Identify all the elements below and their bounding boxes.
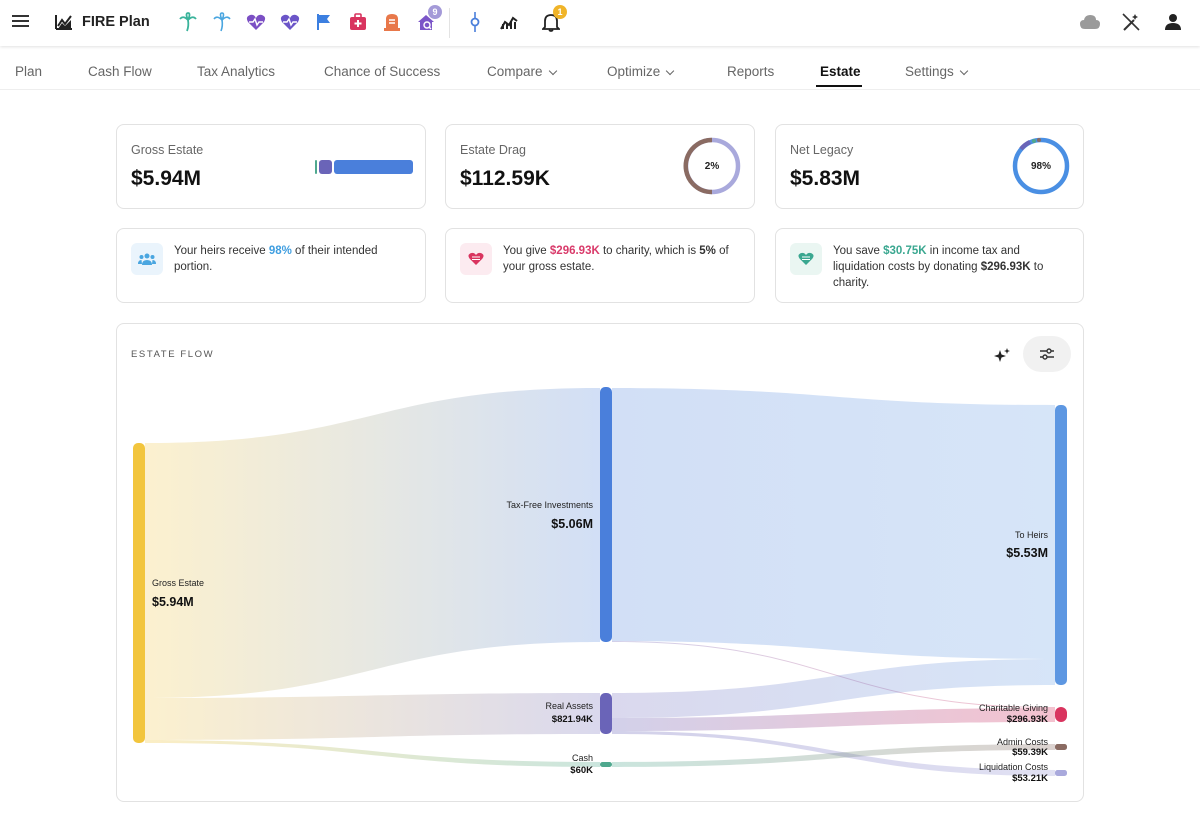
- link-real-heirs: [612, 659, 1055, 718]
- tab-optimize[interactable]: Optimize: [607, 64, 675, 79]
- estate-flow-title: ESTATE FLOW: [131, 349, 215, 360]
- toolbar-divider: [449, 8, 450, 38]
- sliders-icon: [1040, 348, 1054, 360]
- link-cash-admin: [612, 744, 1055, 767]
- heart-hands-icon: [460, 243, 492, 275]
- node-label-to-heirs: To Heirs: [1014, 530, 1048, 540]
- cloud-icon[interactable]: [1079, 11, 1101, 33]
- stat-value: $5.94M: [131, 167, 202, 190]
- node-real-assets: [600, 693, 612, 734]
- heirs-info-card: Your heirs receive 98% of their intended…: [116, 228, 426, 303]
- main-tabs: Plan Cash Flow Tax Analytics Chance of S…: [0, 46, 1200, 90]
- tab-settings[interactable]: Settings: [905, 64, 969, 79]
- node-value-to-heirs: $5.53M: [1006, 546, 1048, 560]
- heart-pulse-outline-icon[interactable]: [279, 11, 301, 33]
- user-icon[interactable]: [1162, 11, 1184, 33]
- node-value-liquidation-costs: $53.21K: [1012, 773, 1048, 784]
- bell-icon[interactable]: 1: [540, 5, 567, 33]
- medical-kit-icon[interactable]: [347, 11, 369, 33]
- magic-wand-off-icon[interactable]: [1120, 11, 1142, 33]
- profile-badge: 9: [428, 5, 442, 19]
- palm-tree-outline-icon[interactable]: [211, 11, 233, 33]
- stat-label: Estate Drag: [460, 143, 527, 157]
- node-tax-free-investments: [600, 387, 612, 642]
- node-charitable-giving: [1055, 707, 1067, 722]
- estate-drag-donut: [683, 137, 741, 195]
- node-gross-estate: [133, 443, 145, 743]
- node-label-cash: Cash: [571, 753, 593, 763]
- tab-tax-analytics[interactable]: Tax Analytics: [197, 64, 276, 79]
- tax-savings-info-card: You save $30.75K in income tax and liqui…: [775, 228, 1084, 303]
- heart-pulse-icon[interactable]: [245, 11, 267, 33]
- tab-compare[interactable]: Compare: [487, 64, 557, 79]
- charity-info-text: You give $296.93K to charity, which is 5…: [503, 245, 729, 273]
- stat-label: Gross Estate: [131, 143, 204, 157]
- people-icon: [131, 243, 163, 275]
- notification-badge: 1: [553, 5, 567, 19]
- node-liquidation-costs: [1055, 770, 1067, 776]
- stat-value: $5.83M: [790, 167, 861, 190]
- net-legacy-pct: 98%: [1030, 161, 1051, 172]
- menu-icon[interactable]: [10, 12, 32, 34]
- link-gross-real: [145, 693, 600, 740]
- node-value-tax-free-investments: $5.06M: [551, 517, 593, 531]
- stat-label: Net Legacy: [790, 143, 854, 157]
- node-value-real-assets: $821.94K: [551, 714, 593, 725]
- node-to-heirs: [1055, 405, 1067, 685]
- estate-drag-pct: 2%: [704, 161, 720, 172]
- estate-drag-card: Estate Drag $112.59K 2%: [445, 124, 755, 209]
- node-cash: [600, 762, 612, 767]
- net-legacy-donut: [1012, 137, 1070, 195]
- tab-reports[interactable]: Reports: [727, 64, 775, 79]
- link-taxfree-charity: [612, 641, 1055, 708]
- active-tab-indicator: [816, 85, 862, 87]
- node-label-real-assets: Real Assets: [545, 701, 593, 711]
- house-search-icon[interactable]: 9: [415, 5, 442, 33]
- node-value-cash: $60K: [570, 765, 593, 776]
- stat-value: $112.59K: [460, 167, 550, 190]
- palm-tree-icon[interactable]: [177, 11, 199, 33]
- filter-settings-button[interactable]: [1023, 336, 1071, 372]
- link-gross-cash: [145, 740, 600, 767]
- flag-icon[interactable]: [313, 11, 335, 33]
- chart-line-logo-icon: [55, 15, 72, 30]
- chart-trend-icon[interactable]: [498, 11, 520, 33]
- node-label-gross-estate: Gross Estate: [152, 578, 205, 588]
- gross-estate-bar: [315, 160, 413, 174]
- app-title: FIRE Plan: [82, 14, 150, 30]
- link-real-charity: [612, 708, 1055, 731]
- gross-estate-card: Gross Estate $5.94M: [116, 124, 426, 209]
- tombstone-icon[interactable]: [381, 11, 403, 33]
- node-label-tax-free-investments: Tax-Free Investments: [506, 500, 593, 510]
- node-value-charitable-giving: $296.93K: [1006, 714, 1048, 725]
- heart-hands-icon: [790, 243, 822, 275]
- net-legacy-card: Net Legacy $5.83M 98%: [775, 124, 1084, 209]
- charity-info-card: You give $296.93K to charity, which is 5…: [445, 228, 755, 303]
- tax-savings-info-text: You save $30.75K in income tax and liqui…: [833, 245, 1044, 289]
- link-gross-taxfree: [145, 388, 600, 698]
- node-label-admin-costs: Admin Costs: [996, 737, 1048, 747]
- tab-cash-flow[interactable]: Cash Flow: [88, 64, 152, 79]
- node-admin-costs: [1055, 744, 1067, 750]
- tab-plan[interactable]: Plan: [15, 64, 43, 79]
- node-label-charitable-giving: Charitable Giving: [978, 703, 1048, 713]
- node-label-liquidation-costs: Liquidation Costs: [978, 762, 1048, 772]
- node-value-admin-costs: $59.39K: [1012, 747, 1048, 758]
- top-bar: FIRE Plan 9 1: [0, 0, 1200, 46]
- link-taxfree-heirs: [612, 388, 1055, 659]
- tab-estate[interactable]: Estate: [820, 64, 861, 79]
- node-value-gross-estate: $5.94M: [152, 595, 194, 609]
- heirs-info-text: Your heirs receive 98% of their intended…: [174, 245, 378, 273]
- sparkle-icon[interactable]: [991, 345, 1013, 367]
- slider-point-icon[interactable]: [464, 11, 486, 33]
- tab-chance-of-success[interactable]: Chance of Success: [324, 64, 441, 79]
